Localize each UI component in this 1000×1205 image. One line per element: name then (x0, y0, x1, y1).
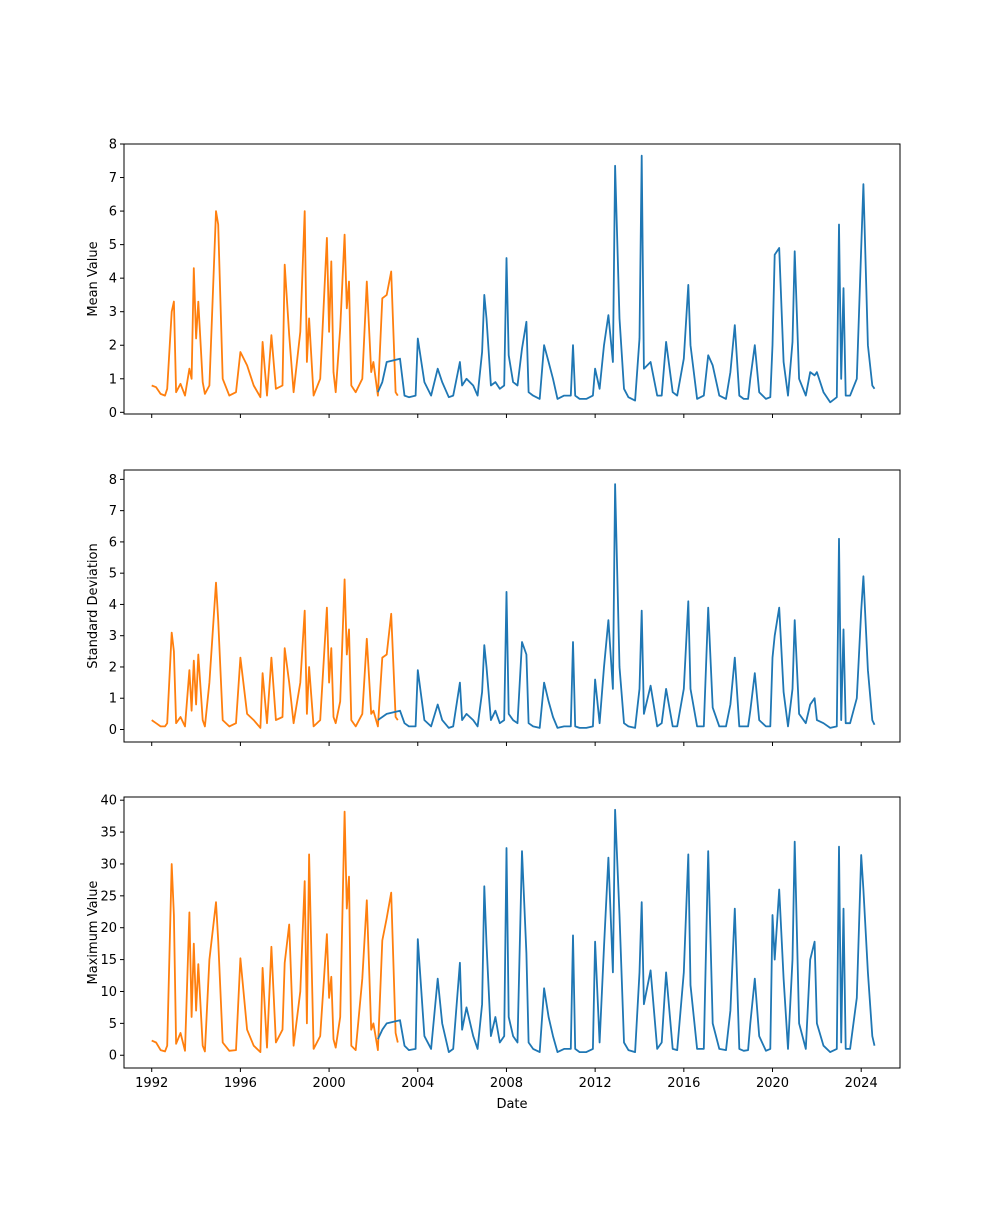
y-tick-label: 20 (100, 921, 117, 936)
series-line-2 (377, 808, 876, 1053)
series-group (151, 483, 876, 729)
y-tick-label: 6 (109, 205, 117, 220)
x-tick-label: 2000 (313, 1076, 346, 1091)
axes-frame (123, 796, 901, 1069)
x-tick-label: 2016 (667, 1076, 700, 1091)
y-axis-title: Maximum Value (86, 881, 101, 985)
x-tick-label: 2004 (401, 1076, 434, 1091)
x-tick-label: 1992 (135, 1076, 168, 1091)
series-line-2 (377, 483, 876, 729)
y-tick-label: 4 (109, 272, 117, 287)
axes-frame (123, 143, 901, 415)
y-tick-label: 5 (109, 238, 117, 253)
y-axis-title: Mean Value (86, 241, 101, 316)
series-line-1 (151, 810, 399, 1053)
y-tick-label: 35 (100, 826, 117, 841)
x-tick-label: 2024 (845, 1076, 878, 1091)
y-tick-label: 30 (100, 857, 117, 872)
panel-2: 0 1 2 3 4 5 6 7 8 Standard Deviation (86, 469, 901, 746)
y-tick-label: 25 (100, 889, 117, 904)
y-tick-label: 2 (109, 339, 117, 354)
y-tick-label: 3 (109, 629, 117, 644)
x-tick-label: 1996 (224, 1076, 257, 1091)
y-tick-label: 0 (109, 1049, 117, 1064)
axes-frame (123, 469, 901, 743)
x-axis-title: Date (496, 1097, 527, 1112)
series-group (151, 808, 876, 1053)
y-tick-label: 8 (109, 473, 117, 488)
y-tick-label: 1 (109, 692, 117, 707)
y-tick-label: 40 (100, 794, 117, 809)
y-tick-label: 10 (100, 985, 117, 1000)
panel-3: 0 5 10 15 20 25 30 35 40 Maximum Value 1992 1996 200… (86, 794, 901, 1091)
x-tick-label: 2012 (579, 1076, 612, 1091)
series-line-1 (151, 578, 399, 729)
series-group (151, 154, 876, 404)
y-axis-title: Standard Deviation (86, 543, 101, 668)
y-tick-label: 2 (109, 660, 117, 675)
y-tick-label: 3 (109, 305, 117, 320)
y-tick-label: 6 (109, 535, 117, 550)
y-tick-label: 7 (109, 171, 117, 186)
panel-1: 0 1 2 3 4 5 6 7 8 Mean Value (86, 138, 901, 421)
y-tick-label: 1 (109, 372, 117, 387)
series-line-2 (377, 154, 876, 404)
x-tick-label: 2020 (756, 1076, 789, 1091)
y-tick-label: 7 (109, 504, 117, 519)
y-tick-label: 4 (109, 598, 117, 613)
series-line-1 (151, 210, 399, 399)
y-tick-label: 8 (109, 138, 117, 153)
y-tick-label: 15 (100, 953, 117, 968)
y-tick-label: 5 (109, 567, 117, 582)
y-tick-label: 0 (109, 723, 117, 738)
x-tick-label: 2008 (490, 1076, 523, 1091)
y-tick-label: 0 (109, 406, 117, 421)
y-tick-label: 5 (109, 1017, 117, 1032)
